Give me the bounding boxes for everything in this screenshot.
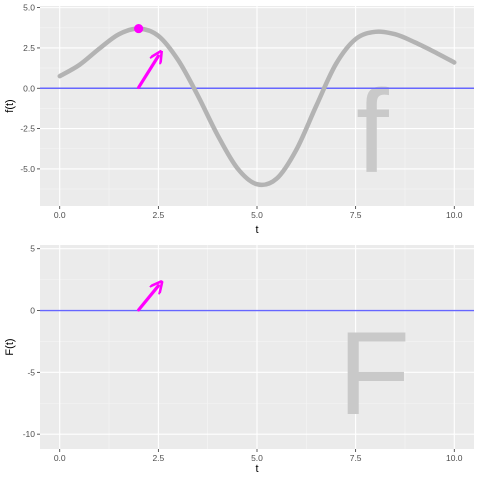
bottom-panel-watermark-letter: F <box>338 308 410 440</box>
y-tick-label: -2.5 <box>20 124 35 134</box>
bottom-panel-x-axis-title: t <box>255 463 258 475</box>
top-panel-highlight-point <box>134 23 144 34</box>
y-tick-label: -5.0 <box>20 164 35 174</box>
x-tick-label: 7.5 <box>350 453 362 463</box>
top-panel-major-grid <box>40 6 474 206</box>
bottom-panel: F 0.0 2.5 5.0 7.5 10.0 5 0 -5 -10 t F(t) <box>4 244 474 475</box>
y-tick-label: 0 <box>30 306 35 316</box>
x-tick-label: 2.5 <box>152 210 164 220</box>
top-panel-x-axis-title: t <box>255 224 258 236</box>
top-panel-axes: 0.0 2.5 5.0 7.5 10.0 5.0 2.5 0.0 -2.5 -5.0 <box>20 3 462 220</box>
top-panel-arrow <box>137 56 159 90</box>
x-tick-label: 0.0 <box>54 210 66 220</box>
x-tick-label: 5.0 <box>251 210 263 220</box>
y-tick-label: -10 <box>23 429 36 439</box>
top-panel-watermark-letter: f <box>356 66 389 198</box>
bottom-panel-y-axis-title: F(t) <box>4 338 16 355</box>
bottom-panel-axes: 0.0 2.5 5.0 7.5 10.0 5 0 -5 -10 <box>23 244 463 463</box>
y-tick-label: -5 <box>27 367 35 377</box>
top-panel: f 0.0 2.5 5.0 7.5 10.0 5.0 2.5 0.0 -2.5 -5.0 t f(… <box>4 3 474 236</box>
top-panel-series-line <box>57 26 457 188</box>
x-tick-label: 10.0 <box>446 453 463 463</box>
x-tick-label: 5.0 <box>251 453 263 463</box>
x-tick-label: 10.0 <box>446 210 463 220</box>
x-tick-label: 7.5 <box>350 210 362 220</box>
bottom-panel-arrow <box>137 286 159 312</box>
y-tick-label: 2.5 <box>23 43 35 53</box>
x-tick-label: 2.5 <box>152 453 164 463</box>
x-tick-label: 0.0 <box>54 453 66 463</box>
y-tick-label: 0.0 <box>23 83 35 93</box>
y-tick-label: 5 <box>30 244 35 254</box>
y-tick-label: 5.0 <box>23 3 35 13</box>
top-panel-y-axis-title: f(t) <box>4 99 16 112</box>
